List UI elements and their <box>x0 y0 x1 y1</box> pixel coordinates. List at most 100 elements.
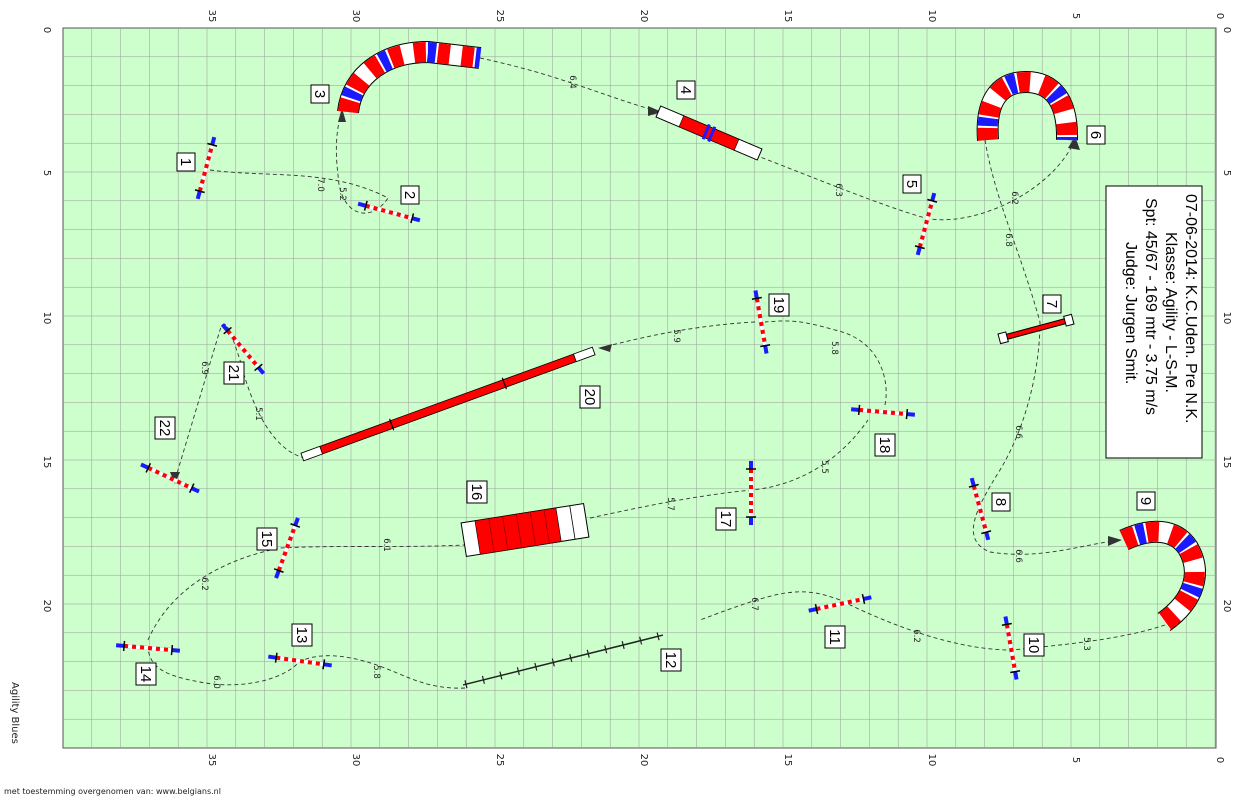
distance-label: 5.2 <box>337 187 347 201</box>
obstacle-number: 17 <box>717 511 734 528</box>
tick-top-35: 35 <box>206 10 217 23</box>
jump-5 <box>914 192 938 256</box>
course-path-4 <box>972 139 1121 555</box>
course-info-box: 07-06-2014: K.C.Uden. Pre N.K. Klasse: A… <box>1105 185 1203 459</box>
tunnel-6 <box>976 70 1079 141</box>
label-20: 20 <box>579 385 601 409</box>
obstacle-number: 10 <box>1025 637 1042 654</box>
dogwalk-20 <box>300 346 596 462</box>
obstacle-number: 1 <box>177 158 194 166</box>
distance-label: 6.2 <box>1009 191 1019 205</box>
jump-10 <box>1001 616 1021 680</box>
label-14: 14 <box>135 662 157 686</box>
obstacle-number: 22 <box>156 420 173 437</box>
course-path-7 <box>147 544 466 641</box>
tick-top-10: 10 <box>926 10 937 23</box>
arrow-into-9 <box>1108 536 1122 546</box>
course-path-2 <box>479 57 661 113</box>
info-date-event: 07-06-2014: K.C.Uden. Pre N.K. <box>1182 194 1199 423</box>
distance-labels: 7.0 5.2 6.4 6.3 6.2 6.8 6.6 6.6 5.3 6.2 … <box>199 75 1091 689</box>
label-18: 18 <box>874 433 896 457</box>
jump-1 <box>194 136 218 200</box>
distance-label: 5.5 <box>819 460 829 474</box>
distance-label: 6.8 <box>1003 233 1013 247</box>
label-17: 17 <box>715 507 737 531</box>
obstacle-number: 18 <box>876 437 893 454</box>
label-8: 8 <box>991 492 1011 512</box>
tick-bottom-10: 10 <box>926 754 937 767</box>
obstacle-number-labels: 1 2 3 4 5 6 7 8 9 10 11 12 13 14 15 16 1… <box>135 80 1156 686</box>
table-16 <box>460 502 590 558</box>
distance-label: 5.7 <box>665 497 675 511</box>
obstacle-number: 4 <box>677 86 694 94</box>
course-path-9 <box>764 320 887 406</box>
bottom-ticks: 0 5 10 15 20 25 30 35 <box>206 754 1225 767</box>
tick-bottom-25: 25 <box>494 754 505 767</box>
arrow-into-4 <box>648 106 662 116</box>
course-path-10 <box>599 321 756 349</box>
label-9: 9 <box>1136 491 1156 511</box>
obstacle-number: 13 <box>293 627 310 644</box>
distance-label: 6.9 <box>199 361 209 375</box>
distance-label: 5.3 <box>1081 637 1091 651</box>
jump-14 <box>115 640 181 656</box>
distance-label: 6.6 <box>1013 549 1023 563</box>
tick-right-20: 20 <box>1221 600 1232 613</box>
distance-label: 6.2 <box>911 629 921 643</box>
distance-label: 5.9 <box>671 329 681 343</box>
course-path-6 <box>147 647 466 689</box>
jump-21 <box>220 323 266 375</box>
obstacle-number: 3 <box>311 90 328 98</box>
tick-bottom-5: 5 <box>1070 757 1081 763</box>
tick-top-20: 20 <box>638 10 649 23</box>
tick-left-0: 0 <box>41 27 52 33</box>
label-10: 10 <box>1023 633 1045 657</box>
distance-label: 6.6 <box>1013 425 1023 439</box>
label-16: 16 <box>466 480 488 504</box>
obstacle-number: 11 <box>826 629 843 645</box>
tick-top-30: 30 <box>350 10 361 23</box>
left-ticks: 0 5 10 15 20 <box>41 27 52 613</box>
arrow-into-22 <box>170 472 180 484</box>
jump-19 <box>751 290 771 354</box>
tick-left-15: 15 <box>41 456 52 469</box>
obstacle-number: 21 <box>225 365 242 382</box>
tick-right-15: 15 <box>1221 456 1232 469</box>
distance-label: 6.7 <box>749 597 759 611</box>
obstacle-number: 8 <box>992 498 1009 506</box>
distance-label: 5.1 <box>253 407 263 421</box>
label-3: 3 <box>310 84 330 104</box>
course-path-11 <box>174 323 306 481</box>
tick-right-0: 0 <box>1221 27 1232 33</box>
distance-label: 6.4 <box>567 75 577 89</box>
distance-label: 7.0 <box>315 178 325 192</box>
tick-left-10: 10 <box>41 312 52 325</box>
tick-left-5: 5 <box>41 170 52 176</box>
jump-11 <box>808 593 872 615</box>
label-1: 1 <box>176 152 196 172</box>
jump-18 <box>850 404 916 420</box>
distance-label: 6.0 <box>211 675 221 689</box>
label-19: 19 <box>768 293 790 317</box>
label-15: 15 <box>256 527 278 551</box>
info-judge: Judge: Jurgen Smit. <box>1122 242 1139 384</box>
top-ticks: 0 5 10 15 20 25 30 35 <box>206 10 1225 23</box>
obstacle-number: 7 <box>1043 300 1060 308</box>
tunnel-3 <box>337 40 482 114</box>
obstacle-number: 2 <box>401 191 418 199</box>
tick-right-5: 5 <box>1221 170 1232 176</box>
obstacle-number: 9 <box>1137 497 1154 505</box>
info-stats: Spt: 45/67 - 169 mtr - 3.75 m/s <box>1142 198 1159 415</box>
tunnel-9 <box>1119 520 1206 631</box>
course-path <box>209 109 389 214</box>
course-path-5 <box>699 591 1166 651</box>
weave-12 <box>462 632 664 689</box>
credit-text: met toestemming overgenomen van: www.bel… <box>4 787 221 796</box>
label-7: 7 <box>1042 294 1062 314</box>
label-13: 13 <box>291 623 313 647</box>
obstacle-number: 20 <box>581 389 598 406</box>
obstacle-number: 19 <box>770 297 787 314</box>
jump-15 <box>273 517 301 579</box>
label-11: 11 <box>824 625 846 649</box>
